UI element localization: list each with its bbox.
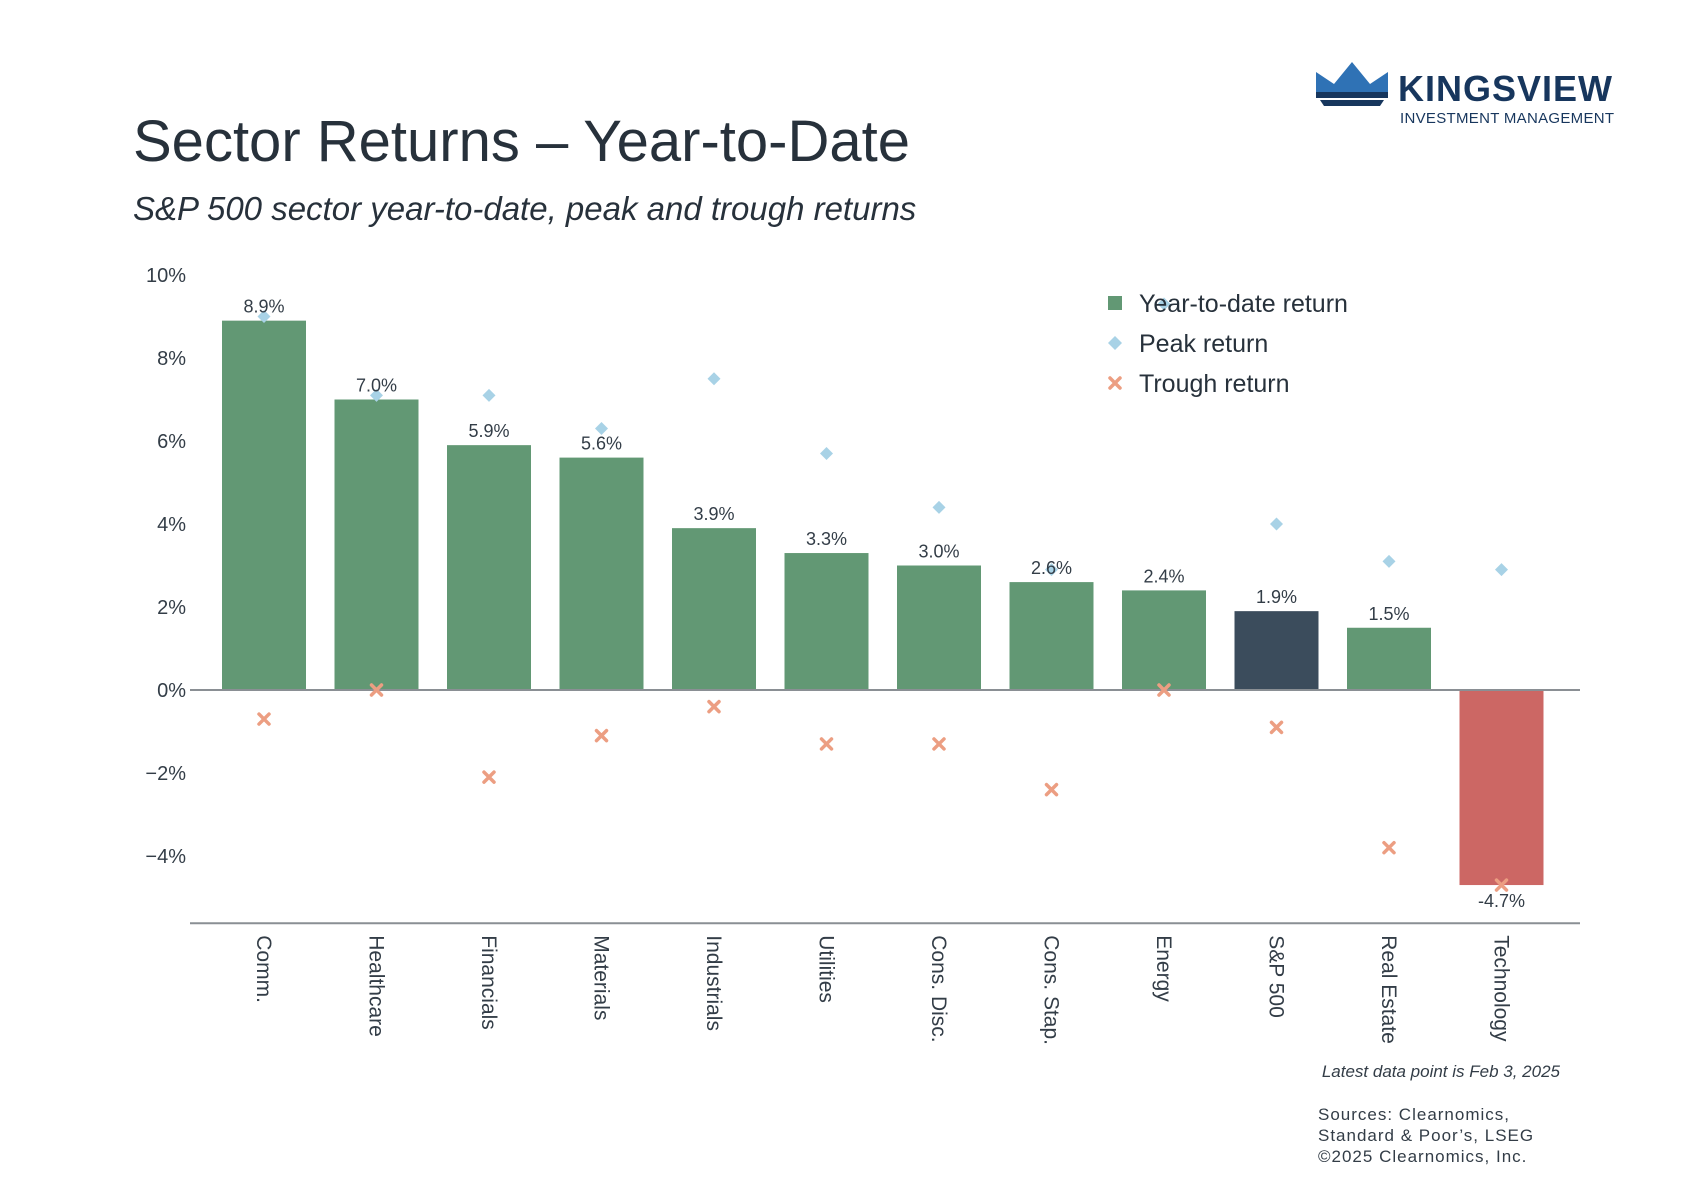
bar-6 bbox=[784, 553, 869, 690]
peak-marker bbox=[595, 422, 608, 436]
data-label: 7.0% bbox=[356, 376, 397, 396]
peak-marker bbox=[707, 372, 721, 386]
data-labels: 8.9% 7.0% 5.9% 5.6% 3.9% 3.3% 3.0% 2.6% 2.4% 1.9%… bbox=[243, 297, 1525, 911]
peak-marker bbox=[1382, 554, 1396, 568]
data-label: -4.7% bbox=[1478, 891, 1525, 911]
x-tick-label: Cons. Disc. bbox=[927, 935, 950, 1042]
trough-marker bbox=[707, 699, 721, 714]
bars bbox=[222, 320, 1544, 886]
bar-2 bbox=[334, 399, 419, 690]
kingsview-logo: KINGSVIEW INVESTMENT MANAGEMENT bbox=[1316, 60, 1616, 130]
crown-icon bbox=[1316, 62, 1388, 106]
legend-label: Peak return bbox=[1139, 330, 1268, 358]
y-tick-label: −2% bbox=[145, 763, 186, 785]
page-subtitle: S&P 500 sector year-to-date, peak and tr… bbox=[133, 190, 917, 227]
trough-marker bbox=[594, 728, 609, 743]
x-tick-label: Real Estate bbox=[1377, 935, 1400, 1044]
trough-marker bbox=[257, 712, 271, 726]
bar-12 bbox=[1459, 690, 1544, 886]
data-label: 1.9% bbox=[1256, 587, 1297, 607]
trough-marker bbox=[819, 737, 834, 751]
trough-marker bbox=[1044, 782, 1059, 797]
bar-7 bbox=[897, 565, 981, 690]
bar-9 bbox=[1122, 590, 1206, 690]
legend: Year-to-date return Peak return Trough ret… bbox=[1108, 290, 1348, 398]
axes bbox=[190, 689, 1580, 925]
trough-marker bbox=[1157, 683, 1171, 697]
y-tick-label: −4% bbox=[145, 846, 186, 868]
peak-marker bbox=[257, 310, 271, 323]
sources-line: ©2025 Clearnomics, Inc. bbox=[1318, 1147, 1528, 1166]
peak-marker bbox=[1270, 517, 1283, 531]
peak-marker bbox=[932, 500, 946, 514]
bar-10 bbox=[1234, 611, 1319, 690]
y-tick-label: 4% bbox=[157, 514, 186, 536]
x-tick-label: Financials bbox=[477, 935, 500, 1030]
data-label: 3.3% bbox=[806, 529, 847, 549]
peak-marker bbox=[820, 446, 833, 460]
x-tick-label: Comm. bbox=[252, 935, 275, 1003]
data-label: 2.4% bbox=[1143, 566, 1184, 586]
sources-line: Sources: Clearnomics, bbox=[1318, 1105, 1511, 1124]
y-tick-label: 10% bbox=[146, 265, 186, 287]
logo-wordmark: KINGSVIEW bbox=[1398, 68, 1614, 109]
peak-markers bbox=[257, 297, 1508, 577]
y-axis: 10% 8% 6% 4% 2% 0% −2% −4% bbox=[145, 265, 186, 868]
trough-marker bbox=[1494, 878, 1509, 892]
x-axis: Comm. Healthcare Financials Materials Indust… bbox=[252, 935, 1513, 1045]
peak-marker bbox=[370, 388, 383, 402]
data-label: 5.6% bbox=[581, 434, 622, 454]
bar-5 bbox=[672, 528, 756, 690]
bar-1 bbox=[222, 320, 306, 690]
y-tick-label: 8% bbox=[157, 348, 186, 370]
peak-marker bbox=[1157, 297, 1171, 311]
y-tick-label: 0% bbox=[157, 680, 186, 702]
latest-data-note: Latest data point is Feb 3, 2025 bbox=[1321, 1062, 1560, 1081]
logo-tagline: INVESTMENT MANAGEMENT bbox=[1400, 110, 1615, 127]
legend-label: Trough return bbox=[1139, 370, 1290, 398]
peak-marker bbox=[1495, 563, 1508, 577]
x-tick-label: S&P 500 bbox=[1265, 935, 1288, 1018]
peak-marker bbox=[482, 388, 496, 402]
x-tick-label: Healthcare bbox=[365, 935, 388, 1037]
legend-ytd-swatch bbox=[1108, 296, 1122, 310]
legend-peak-swatch bbox=[1108, 336, 1122, 350]
y-tick-label: 6% bbox=[157, 431, 186, 453]
legend-label: Year-to-date return bbox=[1139, 290, 1348, 318]
bar-11 bbox=[1347, 627, 1431, 690]
peak-marker bbox=[1045, 563, 1058, 577]
data-label: 5.9% bbox=[468, 421, 509, 441]
data-label: 2.6% bbox=[1031, 558, 1072, 578]
sources-line: Standard & Poor’s, LSEG bbox=[1318, 1126, 1535, 1145]
trough-marker bbox=[482, 770, 496, 784]
y-tick-label: 2% bbox=[157, 597, 186, 619]
data-label: 3.9% bbox=[693, 504, 734, 524]
trough-marker bbox=[369, 683, 384, 697]
page-title: Sector Returns – Year-to-Date bbox=[133, 109, 910, 174]
data-label: 8.9% bbox=[243, 297, 284, 317]
data-label: 3.0% bbox=[918, 542, 959, 562]
x-tick-label: Energy bbox=[1152, 935, 1175, 1002]
trough-marker bbox=[932, 737, 946, 751]
x-tick-label: Cons. Stap. bbox=[1040, 935, 1063, 1045]
x-tick-label: Industrials bbox=[702, 935, 725, 1031]
data-label: 1.5% bbox=[1368, 604, 1409, 624]
x-tick-label: Utilities bbox=[815, 935, 838, 1003]
x-tick-label: Materials bbox=[590, 935, 613, 1020]
legend-trough-swatch bbox=[1108, 376, 1122, 390]
trough-marker bbox=[1382, 840, 1396, 855]
bar-3 bbox=[447, 445, 531, 690]
trough-markers bbox=[257, 683, 1509, 892]
sources-note: Sources: Clearnomics, Standard & Poor’s,… bbox=[1318, 1104, 1534, 1167]
bar-8 bbox=[1009, 582, 1094, 690]
bar-4 bbox=[559, 457, 644, 690]
trough-marker bbox=[1269, 720, 1284, 735]
x-tick-label: Technology bbox=[1490, 935, 1513, 1042]
